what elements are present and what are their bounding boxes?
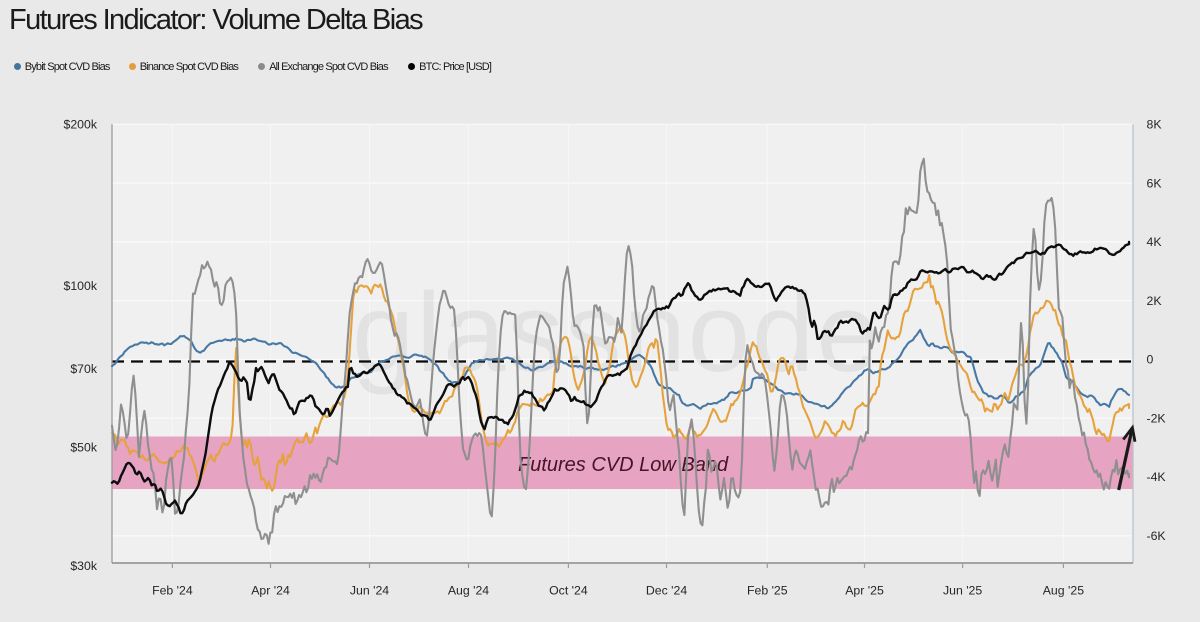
svg-text:$30k: $30k bbox=[70, 559, 98, 573]
svg-text:Apr '24: Apr '24 bbox=[251, 584, 290, 598]
svg-text:Aug '25: Aug '25 bbox=[1043, 584, 1084, 598]
svg-text:$70k: $70k bbox=[70, 362, 98, 376]
svg-text:-6K: -6K bbox=[1147, 529, 1167, 543]
svg-text:Oct '24: Oct '24 bbox=[549, 584, 588, 598]
svg-text:4K: 4K bbox=[1147, 235, 1163, 249]
svg-text:-2K: -2K bbox=[1147, 411, 1167, 425]
svg-text:6K: 6K bbox=[1147, 176, 1163, 190]
svg-text:Feb '24: Feb '24 bbox=[152, 584, 193, 598]
svg-text:Dec '24: Dec '24 bbox=[646, 584, 687, 598]
svg-text:$100k: $100k bbox=[63, 279, 97, 293]
svg-text:8K: 8K bbox=[1147, 118, 1163, 132]
svg-text:$50k: $50k bbox=[70, 440, 98, 454]
svg-text:0: 0 bbox=[1147, 353, 1154, 367]
svg-text:Jun '25: Jun '25 bbox=[943, 584, 982, 598]
svg-text:Jun '24: Jun '24 bbox=[350, 584, 389, 598]
svg-text:Apr '25: Apr '25 bbox=[845, 584, 884, 598]
svg-text:Futures CVD Low Band: Futures CVD Low Band bbox=[518, 454, 729, 476]
svg-text:-4K: -4K bbox=[1147, 470, 1167, 484]
svg-text:Feb '25: Feb '25 bbox=[747, 584, 788, 598]
svg-text:2K: 2K bbox=[1147, 294, 1163, 308]
svg-text:$200k: $200k bbox=[63, 118, 97, 132]
svg-text:Aug '24: Aug '24 bbox=[448, 584, 489, 598]
